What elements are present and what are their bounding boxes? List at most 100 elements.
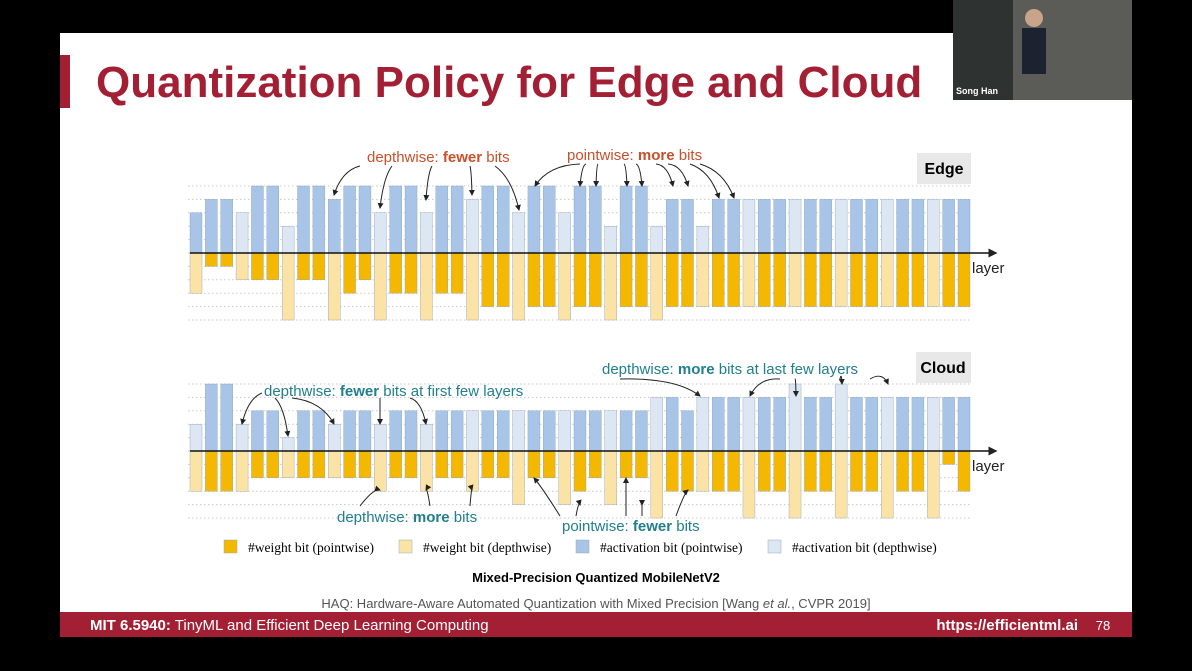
bar [712, 450, 725, 492]
bar [911, 252, 925, 307]
bar [358, 450, 372, 478]
bar [481, 252, 495, 307]
bar [589, 185, 602, 254]
bar [942, 397, 955, 452]
speaker-name: Song Han [956, 86, 998, 96]
bar [251, 185, 264, 254]
bar [850, 199, 863, 254]
annotation: pointwise: fewer bits [562, 518, 700, 535]
bar [343, 410, 356, 452]
arrow [689, 163, 721, 199]
bar [435, 185, 448, 254]
slide [60, 33, 1132, 637]
bar [512, 212, 525, 254]
arrow [274, 397, 291, 437]
bar [942, 252, 955, 307]
bar [312, 252, 326, 280]
bar [435, 450, 448, 478]
bar [512, 450, 525, 505]
bar [589, 252, 602, 307]
bar [927, 252, 940, 307]
bar [834, 252, 848, 307]
bar [665, 252, 679, 307]
bar [251, 410, 264, 452]
bar [712, 199, 725, 254]
bar [896, 397, 909, 452]
legend-label: #activation bit (depthwise) [792, 540, 937, 555]
x-axis-label: layer [972, 458, 1005, 475]
bar [205, 199, 218, 254]
bar [742, 252, 756, 307]
bar [881, 199, 894, 254]
bar [189, 212, 203, 254]
bar [788, 383, 802, 452]
bar [727, 252, 740, 307]
bar [819, 397, 832, 452]
bar [374, 252, 387, 321]
bar [604, 450, 617, 505]
bar [911, 450, 925, 492]
bar [911, 397, 925, 452]
bar [343, 450, 356, 478]
annotation-emphasis: more [638, 147, 675, 164]
annotation-text: bits [679, 147, 702, 164]
bar [512, 252, 525, 321]
bar [773, 397, 786, 452]
arrow [838, 375, 845, 385]
footer-url[interactable]: https://efficientml.ai [936, 617, 1078, 634]
bar [343, 252, 356, 294]
arrow [494, 165, 521, 211]
bar [911, 199, 925, 254]
title-bar [60, 55, 70, 108]
bar [343, 185, 356, 254]
bar [635, 450, 648, 478]
citation-text: , CVPR 2019] [791, 596, 871, 611]
bar [450, 410, 464, 452]
bar [758, 199, 771, 254]
bar [328, 252, 341, 321]
bar [881, 397, 894, 452]
bar [220, 199, 233, 254]
annotation-text: depthwise: [337, 509, 409, 526]
bar [727, 450, 740, 492]
bar [235, 450, 249, 492]
bar [758, 450, 771, 492]
legend-swatch [398, 539, 413, 554]
bar [466, 199, 479, 254]
citation-italic: et al. [763, 596, 791, 611]
bar [927, 397, 940, 452]
course-code: MIT 6.5940: [90, 617, 171, 634]
bar [389, 410, 402, 452]
page-number: 78 [1096, 618, 1110, 633]
bar [374, 212, 387, 254]
bar [420, 424, 433, 452]
chart-title: Cloud [920, 360, 965, 377]
bar [957, 199, 971, 254]
bar [865, 199, 879, 254]
arrow [377, 165, 393, 209]
annotation-text: bits [676, 518, 699, 535]
legend-label: #activation bit (pointwise) [600, 540, 742, 555]
bar [957, 252, 971, 307]
annotation-emphasis: fewer [633, 518, 672, 535]
bar [420, 212, 433, 254]
bar [573, 450, 587, 492]
bar [374, 450, 387, 492]
speaker-head [1025, 9, 1043, 27]
bar [819, 199, 832, 254]
arrow [468, 165, 475, 196]
bar [205, 450, 218, 492]
bar [251, 450, 264, 478]
bar [758, 397, 771, 452]
bar [665, 199, 679, 254]
bar [681, 450, 694, 492]
bar [281, 437, 295, 452]
bar [696, 450, 710, 492]
arrow [423, 165, 433, 201]
bar [558, 410, 571, 452]
bar [312, 410, 326, 452]
bar [466, 252, 479, 321]
bar [804, 199, 817, 254]
bar [788, 199, 802, 254]
bar [527, 450, 541, 478]
